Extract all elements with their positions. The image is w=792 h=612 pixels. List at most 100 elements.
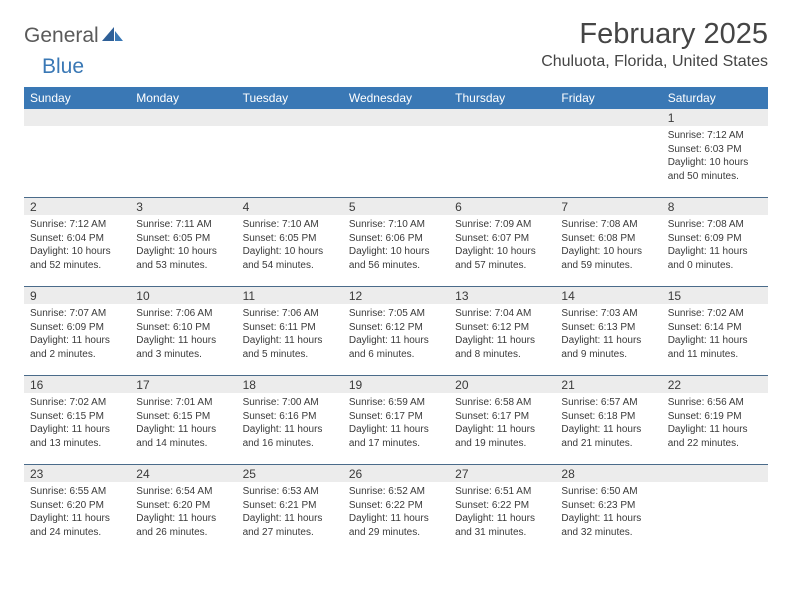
sunrise-text: Sunrise: 7:10 AM: [349, 218, 445, 232]
calendar-cell: 12Sunrise: 7:05 AMSunset: 6:12 PMDayligh…: [343, 287, 449, 375]
day-number-row: [343, 109, 449, 126]
sunset-text: Sunset: 6:05 PM: [136, 232, 232, 246]
day-data: Sunrise: 7:07 AMSunset: 6:09 PMDaylight:…: [24, 304, 130, 367]
day-data: Sunrise: 6:50 AMSunset: 6:23 PMDaylight:…: [555, 482, 661, 545]
calendar-cell: 15Sunrise: 7:02 AMSunset: 6:14 PMDayligh…: [662, 287, 768, 375]
day-data: Sunrise: 7:08 AMSunset: 6:09 PMDaylight:…: [662, 215, 768, 278]
calendar-cell: [130, 109, 236, 197]
logo: General: [24, 24, 124, 48]
day-number-row: [662, 465, 768, 482]
day-number-row: 8: [662, 198, 768, 215]
day-number-row: 5: [343, 198, 449, 215]
sunrise-text: Sunrise: 7:12 AM: [668, 129, 764, 143]
day-data: Sunrise: 7:02 AMSunset: 6:15 PMDaylight:…: [24, 393, 130, 456]
calendar-cell: [24, 109, 130, 197]
day-number: 26: [343, 467, 362, 481]
sunrise-text: Sunrise: 6:53 AM: [243, 485, 339, 499]
day-number: 5: [343, 200, 356, 214]
calendar-cell: 16Sunrise: 7:02 AMSunset: 6:15 PMDayligh…: [24, 376, 130, 464]
day-number: 4: [237, 200, 250, 214]
calendar-week: 1Sunrise: 7:12 AMSunset: 6:03 PMDaylight…: [24, 109, 768, 197]
day-number-row: 10: [130, 287, 236, 304]
day-number-row: 22: [662, 376, 768, 393]
sunset-text: Sunset: 6:16 PM: [243, 410, 339, 424]
sunset-text: Sunset: 6:20 PM: [136, 499, 232, 513]
sunrise-text: Sunrise: 7:02 AM: [30, 396, 126, 410]
day-number-row: 3: [130, 198, 236, 215]
daylight-text: Daylight: 10 hours and 52 minutes.: [30, 245, 126, 272]
day-number: 15: [662, 289, 681, 303]
sunrise-text: Sunrise: 7:02 AM: [668, 307, 764, 321]
logo-text-general: General: [24, 24, 99, 48]
calendar-cell: 18Sunrise: 7:00 AMSunset: 6:16 PMDayligh…: [237, 376, 343, 464]
day-data: Sunrise: 7:05 AMSunset: 6:12 PMDaylight:…: [343, 304, 449, 367]
day-data: Sunrise: 7:10 AMSunset: 6:05 PMDaylight:…: [237, 215, 343, 278]
calendar-cell: 22Sunrise: 6:56 AMSunset: 6:19 PMDayligh…: [662, 376, 768, 464]
sunrise-text: Sunrise: 6:55 AM: [30, 485, 126, 499]
day-data: Sunrise: 7:03 AMSunset: 6:13 PMDaylight:…: [555, 304, 661, 367]
calendar-cell: 5 Sunrise: 7:10 AMSunset: 6:06 PMDaylight…: [343, 198, 449, 286]
daylight-text: Daylight: 11 hours and 6 minutes.: [349, 334, 445, 361]
day-number-row: 6: [449, 198, 555, 215]
day-number-row: 1: [662, 109, 768, 126]
calendar-week: 9Sunrise: 7:07 AMSunset: 6:09 PMDaylight…: [24, 286, 768, 375]
calendar-cell: 8Sunrise: 7:08 AMSunset: 6:09 PMDaylight…: [662, 198, 768, 286]
day-number-row: 13: [449, 287, 555, 304]
day-data: Sunrise: 6:56 AMSunset: 6:19 PMDaylight:…: [662, 393, 768, 456]
day-number-row: 9: [24, 287, 130, 304]
calendar-cell: 28Sunrise: 6:50 AMSunset: 6:23 PMDayligh…: [555, 465, 661, 553]
day-data: Sunrise: 7:06 AMSunset: 6:11 PMDaylight:…: [237, 304, 343, 367]
location-text: Chuluota, Florida, United States: [541, 53, 768, 71]
day-number: 16: [24, 378, 43, 392]
logo-sail-icon: [102, 25, 124, 48]
month-title: February 2025: [541, 18, 768, 51]
day-number: 12: [343, 289, 362, 303]
calendar-cell: 27Sunrise: 6:51 AMSunset: 6:22 PMDayligh…: [449, 465, 555, 553]
calendar: Sunday Monday Tuesday Wednesday Thursday…: [24, 87, 768, 553]
day-number-row: 21: [555, 376, 661, 393]
calendar-cell: 2Sunrise: 7:12 AMSunset: 6:04 PMDaylight…: [24, 198, 130, 286]
day-number: 2: [24, 200, 37, 214]
day-number-row: 18: [237, 376, 343, 393]
sunset-text: Sunset: 6:06 PM: [349, 232, 445, 246]
calendar-cell: 26Sunrise: 6:52 AMSunset: 6:22 PMDayligh…: [343, 465, 449, 553]
sunrise-text: Sunrise: 6:56 AM: [668, 396, 764, 410]
sunrise-text: Sunrise: 6:59 AM: [349, 396, 445, 410]
daylight-text: Daylight: 11 hours and 0 minutes.: [668, 245, 764, 272]
sunset-text: Sunset: 6:04 PM: [30, 232, 126, 246]
calendar-cell: 23Sunrise: 6:55 AMSunset: 6:20 PMDayligh…: [24, 465, 130, 553]
day-number: 18: [237, 378, 256, 392]
daylight-text: Daylight: 10 hours and 56 minutes.: [349, 245, 445, 272]
day-number: 10: [130, 289, 149, 303]
daylight-text: Daylight: 11 hours and 2 minutes.: [30, 334, 126, 361]
sunset-text: Sunset: 6:10 PM: [136, 321, 232, 335]
day-number: 13: [449, 289, 468, 303]
sunset-text: Sunset: 6:08 PM: [561, 232, 657, 246]
daylight-text: Daylight: 11 hours and 29 minutes.: [349, 512, 445, 539]
day-number: 20: [449, 378, 468, 392]
day-number: 28: [555, 467, 574, 481]
dow-tuesday: Tuesday: [237, 87, 343, 109]
day-number-row: 25: [237, 465, 343, 482]
daylight-text: Daylight: 11 hours and 26 minutes.: [136, 512, 232, 539]
sunrise-text: Sunrise: 7:06 AM: [136, 307, 232, 321]
daylight-text: Daylight: 11 hours and 17 minutes.: [349, 423, 445, 450]
sunrise-text: Sunrise: 7:04 AM: [455, 307, 551, 321]
sunset-text: Sunset: 6:12 PM: [349, 321, 445, 335]
daylight-text: Daylight: 10 hours and 59 minutes.: [561, 245, 657, 272]
sunrise-text: Sunrise: 6:52 AM: [349, 485, 445, 499]
calendar-cell: 13Sunrise: 7:04 AMSunset: 6:12 PMDayligh…: [449, 287, 555, 375]
sunrise-text: Sunrise: 7:05 AM: [349, 307, 445, 321]
dow-sunday: Sunday: [24, 87, 130, 109]
daylight-text: Daylight: 11 hours and 19 minutes.: [455, 423, 551, 450]
calendar-cell: [555, 109, 661, 197]
sunrise-text: Sunrise: 6:58 AM: [455, 396, 551, 410]
daylight-text: Daylight: 10 hours and 50 minutes.: [668, 156, 764, 183]
sunrise-text: Sunrise: 7:01 AM: [136, 396, 232, 410]
day-number: 3: [130, 200, 143, 214]
day-number-row: [130, 109, 236, 126]
day-number: 11: [237, 289, 255, 303]
day-number-row: 20: [449, 376, 555, 393]
day-number-row: 12: [343, 287, 449, 304]
day-data: Sunrise: 6:57 AMSunset: 6:18 PMDaylight:…: [555, 393, 661, 456]
